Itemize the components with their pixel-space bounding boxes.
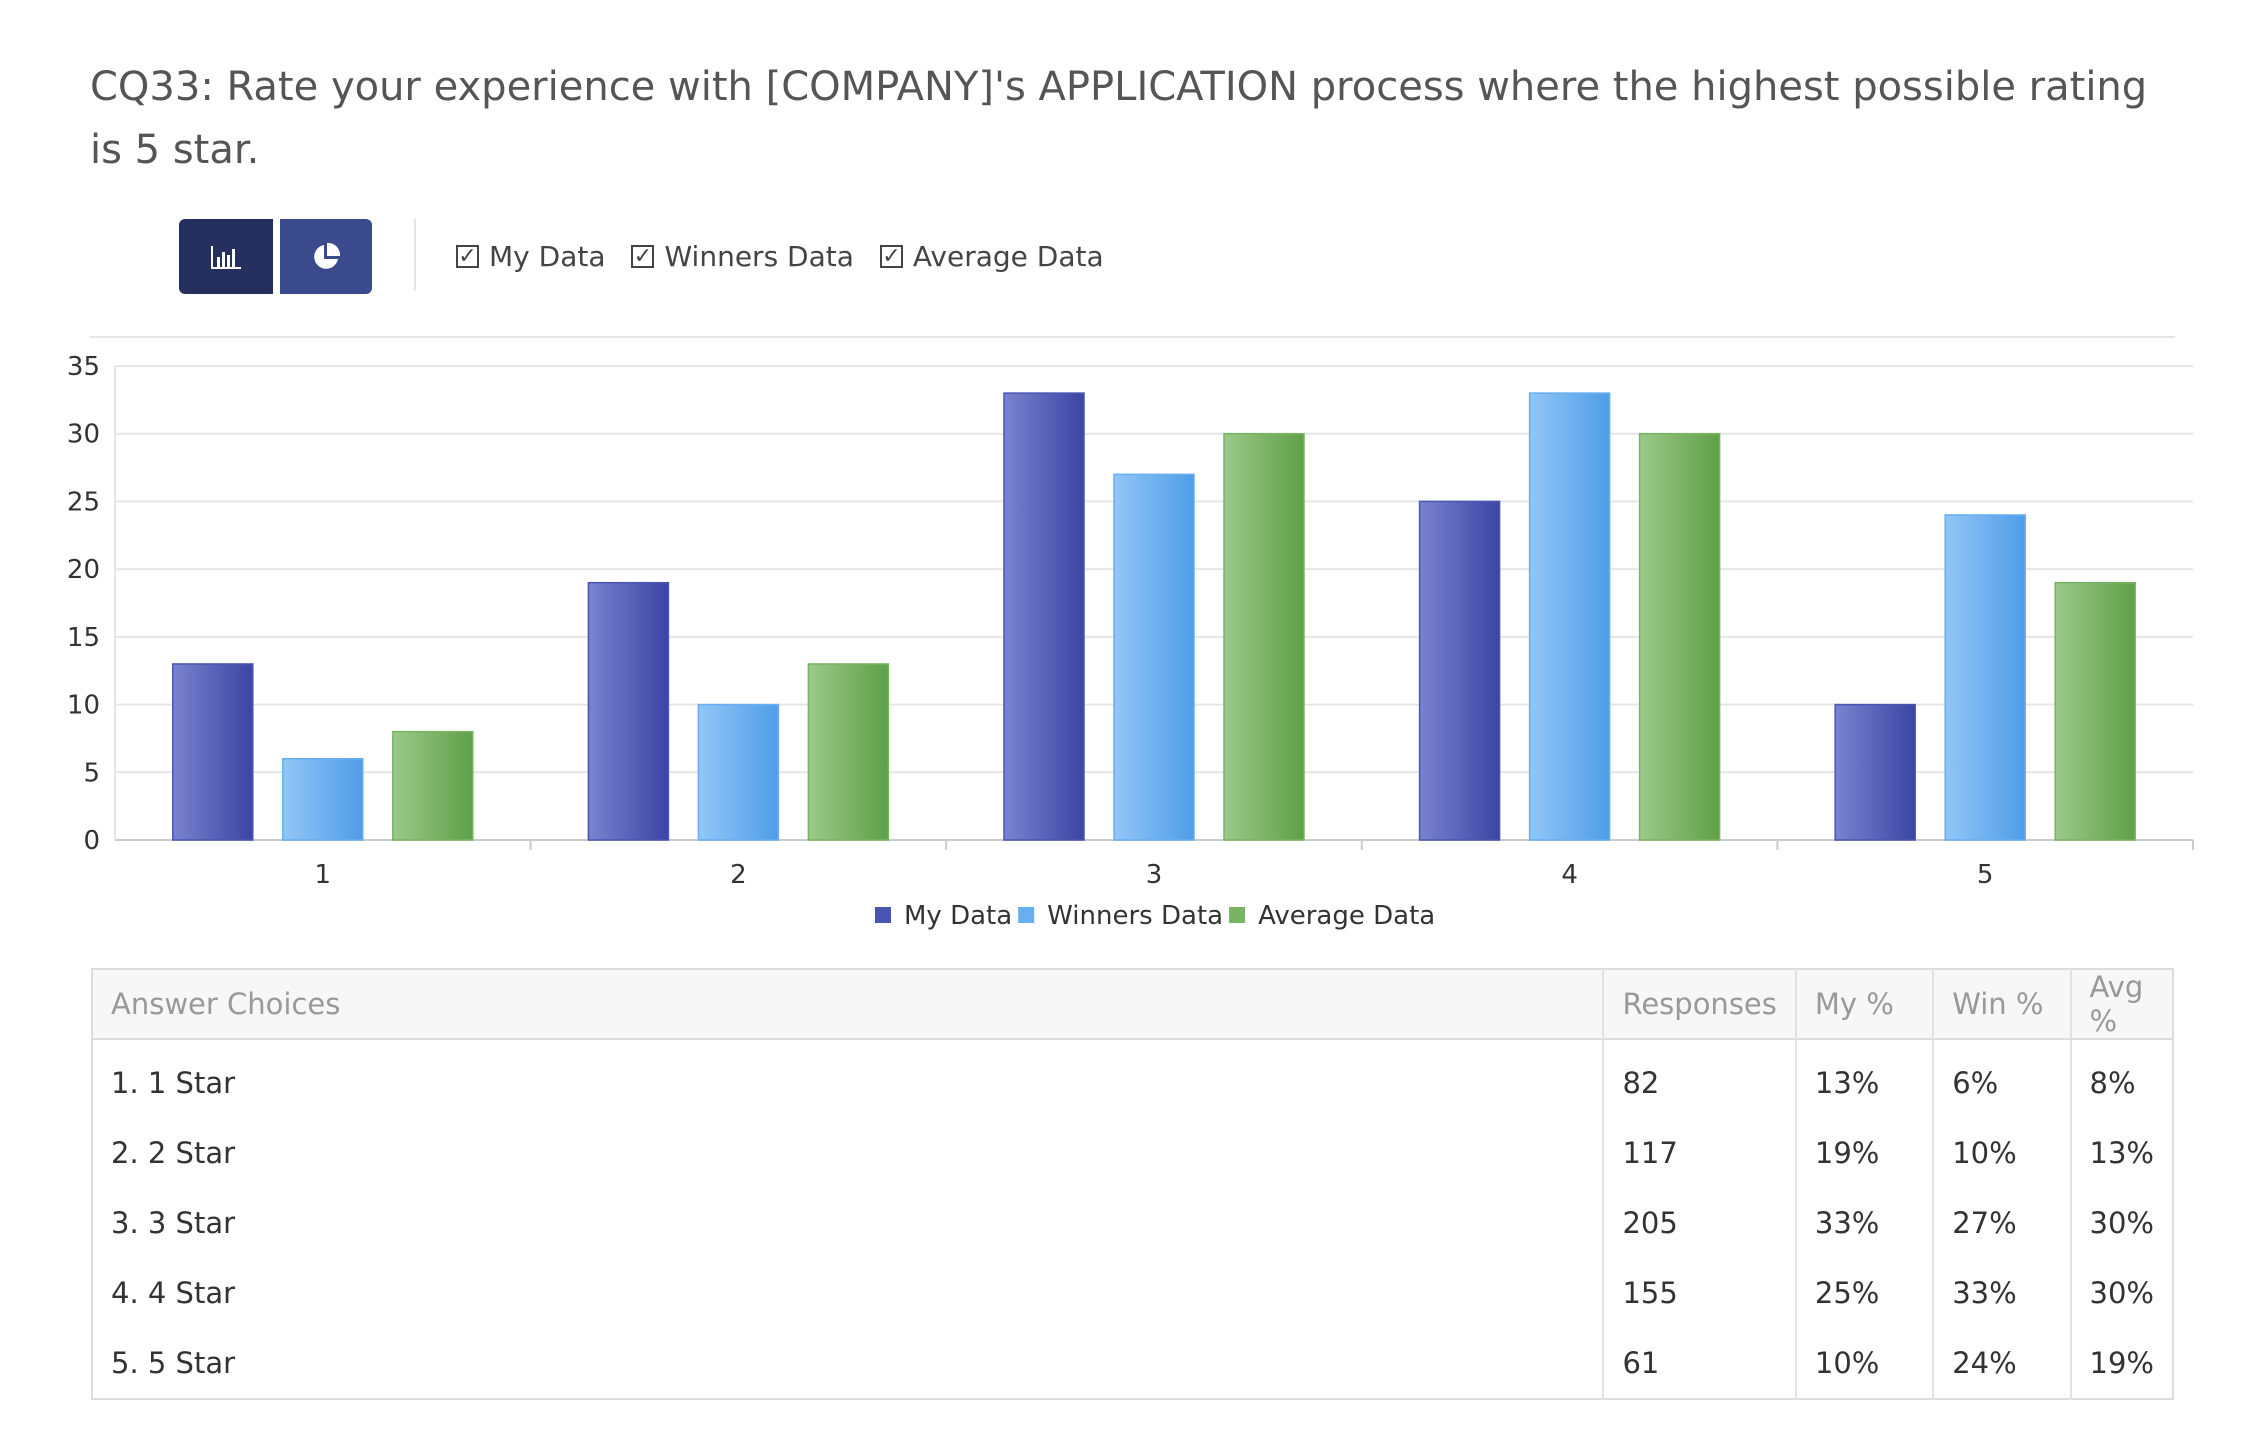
avg-pct: 30% [2069, 1188, 2173, 1258]
checkbox-icon[interactable]: ✓ [879, 245, 903, 268]
toggle-label: Winners Data [664, 240, 854, 273]
y-tick-label: 35 [67, 352, 100, 382]
toggle-label: My Data [489, 240, 606, 273]
bar-my-data-5[interactable]: My Data: 10 [1834, 703, 1916, 841]
checkbox-icon[interactable]: ✓ [631, 245, 655, 268]
toggle-my-data[interactable]: ✓ My Data [456, 240, 605, 273]
win-pct: 6% [1932, 1039, 2071, 1118]
win-pct: 24% [1932, 1328, 2071, 1399]
pie-view-button[interactable] [280, 219, 372, 294]
x-tick-label: 1 [315, 860, 332, 890]
table-row: 3. 3 Star 205 33% 27% 30% [92, 1188, 2173, 1258]
x-tick-label: 4 [1561, 860, 1578, 890]
responses: 61 [1602, 1328, 1796, 1399]
bar-average-data-2[interactable]: Average Data: 13 [807, 663, 890, 841]
table-row: 1. 1 Star 82 13% 6% 8% [92, 1039, 2173, 1118]
toggle-winners-data[interactable]: ✓ Winners Data [631, 240, 854, 273]
y-tick-label: 30 [67, 420, 100, 450]
win-pct: 33% [1932, 1258, 2071, 1328]
bar-view-button[interactable] [179, 219, 273, 294]
bar-winners-data-4[interactable]: Winners Data: 33 [1528, 392, 1611, 841]
responses: 82 [1602, 1039, 1796, 1118]
answer-choice: 5. 5 Star [111, 1346, 236, 1380]
responses: 155 [1602, 1258, 1796, 1328]
header-win-pct: Win % [1932, 969, 2071, 1040]
legend-swatch [875, 907, 891, 923]
header-answer-choices: Answer Choices [92, 969, 1604, 1040]
x-tick-label: 5 [1977, 860, 1994, 890]
win-pct: 10% [1932, 1118, 2071, 1188]
legend-label[interactable]: My Data [904, 901, 1012, 931]
pie-chart-icon [314, 242, 341, 269]
answer-choice: 2. 2 Star [111, 1136, 236, 1170]
bar-winners-data-2[interactable]: Winners Data: 10 [697, 703, 780, 841]
bar-winners-data-3[interactable]: Winners Data: 27 [1113, 473, 1195, 841]
y-tick-label: 0 [83, 826, 100, 856]
legend-label[interactable]: Winners Data [1047, 901, 1223, 931]
bar-winners-data-5[interactable]: Winners Data: 24 [1944, 514, 2026, 841]
table-row: 2. 2 Star 117 19% 10% 13% [92, 1118, 2173, 1188]
responses: 205 [1602, 1188, 1796, 1258]
answer-choice: 1. 1 Star [111, 1066, 236, 1100]
bar-average-data-5[interactable]: Average Data: 19 [2054, 581, 2136, 841]
toolbar-divider [414, 219, 416, 291]
y-tick-label: 25 [67, 487, 100, 517]
legend-swatch [1018, 907, 1035, 923]
bar-average-data-3[interactable]: Average Data: 30 [1223, 432, 1305, 841]
my-pct: 33% [1794, 1188, 1934, 1258]
responses: 117 [1602, 1118, 1796, 1188]
table-row: 4. 4 Star 155 25% 33% 30% [92, 1258, 2173, 1328]
bar-my-data-2[interactable]: My Data: 19 [587, 581, 670, 841]
avg-pct: 13% [2069, 1118, 2173, 1188]
bar-my-data-4[interactable]: My Data: 25 [1418, 500, 1501, 841]
avg-pct: 19% [2069, 1328, 2173, 1399]
x-tick-label: 2 [730, 860, 747, 890]
table-row: 5. 5 Star 61 10% 24% 19% [92, 1328, 2173, 1399]
my-pct: 13% [1794, 1039, 1934, 1118]
y-tick-label: 20 [67, 555, 100, 585]
series-toggles: ✓ My Data ✓ Winners Data ✓ Average Data [456, 240, 1104, 273]
avg-pct: 30% [2069, 1258, 2173, 1328]
y-tick-label: 5 [83, 758, 100, 788]
answer-choice: 3. 3 Star [111, 1206, 236, 1240]
avg-pct: 8% [2069, 1039, 2173, 1118]
my-pct: 25% [1794, 1258, 1934, 1328]
y-tick-label: 15 [67, 623, 100, 653]
legend-swatch [1229, 907, 1246, 923]
chart-top-divider [90, 336, 2175, 338]
results-table: Answer Choices Responses My % Win % Avg … [91, 968, 2174, 1400]
header-responses: Responses [1602, 969, 1796, 1040]
my-pct: 10% [1794, 1328, 1934, 1399]
bar-chart: My Data: 13 Winners Data: 6 Average Data: … [67, 352, 2194, 931]
checkbox-icon[interactable]: ✓ [456, 245, 479, 268]
header-my-pct: My % [1794, 969, 1934, 1040]
legend-label[interactable]: Average Data [1258, 901, 1435, 931]
y-tick-label: 10 [67, 691, 100, 721]
table-header-row: Answer Choices Responses My % Win % Avg … [92, 969, 2173, 1040]
bar-my-data-1[interactable]: My Data: 13 [172, 663, 254, 841]
x-tick-label: 3 [1146, 860, 1163, 890]
bar-winners-data-1[interactable]: Winners Data: 6 [282, 757, 364, 841]
my-pct: 19% [1794, 1118, 1934, 1188]
bar-my-data-3[interactable]: My Data: 33 [1003, 392, 1085, 841]
answer-choice: 4. 4 Star [111, 1276, 236, 1310]
toggle-label: Average Data [912, 240, 1104, 273]
bar-average-data-4[interactable]: Average Data: 30 [1638, 432, 1721, 841]
win-pct: 27% [1932, 1188, 2071, 1258]
toggle-average-data[interactable]: ✓ Average Data [879, 240, 1104, 273]
bar-average-data-1[interactable]: Average Data: 8 [392, 730, 474, 841]
question-title: CQ33: Rate your experience with [COMPANY… [90, 64, 2148, 173]
header-avg-pct: Avg % [2069, 969, 2173, 1040]
bar-chart-icon [211, 245, 241, 269]
